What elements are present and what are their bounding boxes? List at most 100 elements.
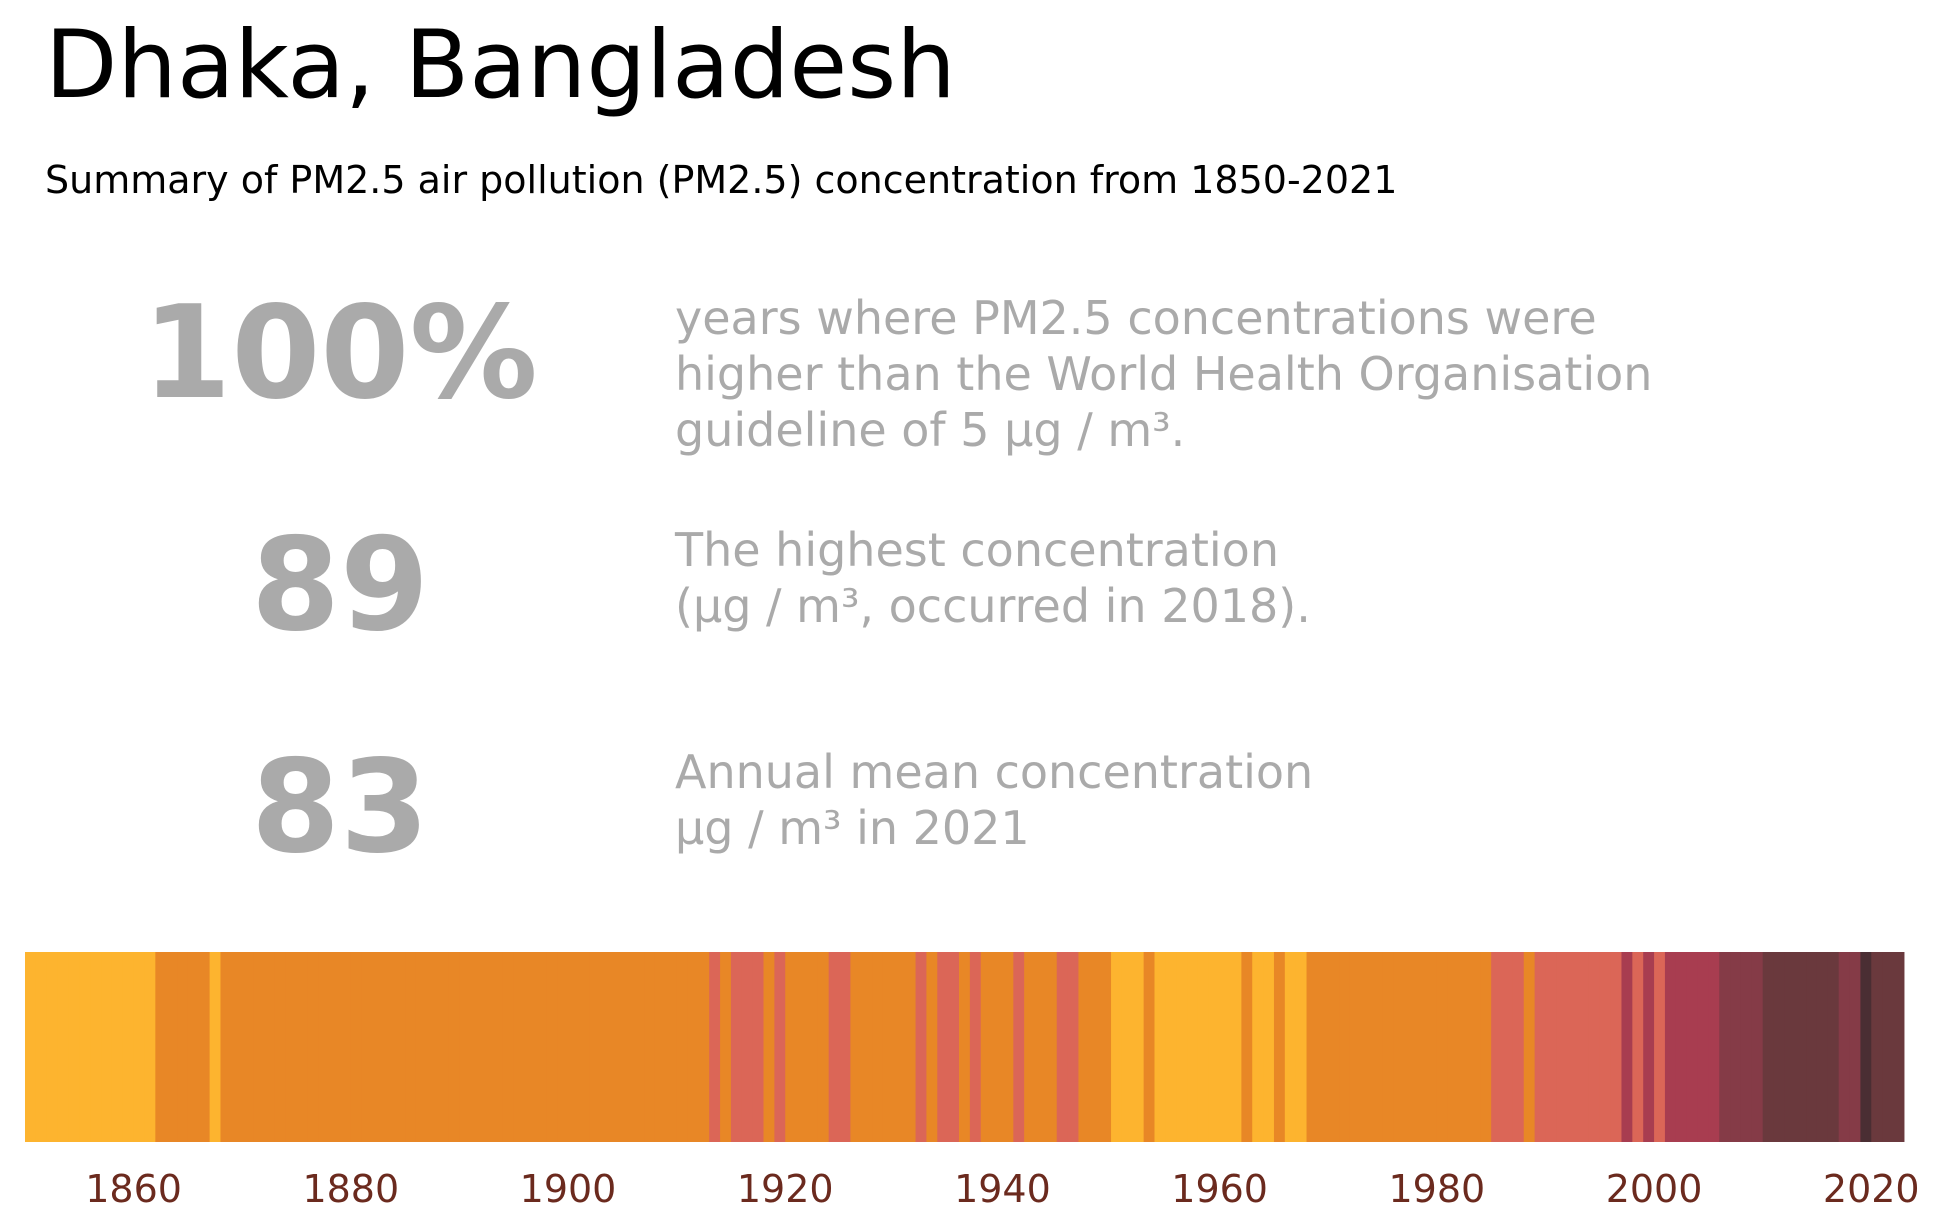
x-tick-label: 2000 [1606,1167,1703,1211]
stripe-1928 [872,952,884,1142]
stripe-1943 [1035,952,1047,1142]
stripe-1865 [187,952,200,1142]
stripe-2017 [1838,952,1851,1142]
stripe-1905 [622,952,634,1142]
stripe-1850 [25,952,37,1142]
stripe-1866 [198,952,211,1142]
stripe-1887 [426,952,439,1142]
stat-highest-concentration-description: The highest concentration (µg / m³, occu… [675,522,1855,634]
chart-title: Dhaka, Bangladesh [45,11,956,120]
stripe-1997 [1621,952,1633,1142]
stat-description-line: (µg / m³, occurred in 2018). [675,579,1311,633]
stripe-1965 [1273,952,1286,1142]
stripe-1912 [698,952,710,1142]
stripe-1961 [1230,952,1242,1142]
stripe-1957 [1187,952,1199,1142]
stripe-1976 [1393,952,1405,1142]
stripe-1880 [350,952,363,1142]
stripe-1915 [730,952,743,1142]
stripe-1904 [611,952,623,1142]
stripe-2013 [1795,952,1807,1142]
stripe-2011 [1773,952,1785,1142]
stripe-1921 [796,952,808,1142]
stripe-1936 [959,952,971,1142]
stripe-1910 [676,952,689,1142]
stripe-1889 [448,952,461,1142]
stripe-1996 [1610,952,1623,1142]
stripe-1862 [155,952,167,1142]
stripe-1922 [806,952,819,1142]
stripe-1871 [253,952,265,1142]
stripe-2004 [1697,952,1709,1142]
stripe-1956 [1176,952,1188,1142]
stripe-1978 [1415,952,1427,1142]
stripe-1883 [383,952,395,1142]
stripe-1972 [1349,952,1362,1142]
stripe-1946 [1067,952,1080,1142]
stat-annual-mean-description: Annual mean concentration µg / m³ in 202… [675,744,1855,856]
stripe-1914 [720,952,732,1142]
stripe-1999 [1643,952,1655,1142]
stripe-1857 [101,952,113,1142]
x-tick-label: 1960 [1171,1167,1268,1211]
x-tick-label: 1860 [85,1167,182,1211]
stripe-1986 [1502,952,1514,1142]
x-tick-label: 1920 [737,1167,834,1211]
stripe-1876 [307,952,319,1142]
stripe-1864 [177,952,189,1142]
stripe-1981 [1447,952,1460,1142]
stripe-1908 [654,952,667,1142]
stripe-1900 [568,952,580,1142]
stripe-1879 [339,952,352,1142]
stripe-1891 [470,952,482,1142]
stripe-1878 [329,952,341,1142]
stripe-1890 [459,952,471,1142]
stripe-1874 [285,952,298,1142]
stripe-2006 [1719,952,1731,1142]
stripe-1960 [1219,952,1232,1142]
stripe-1860 [133,952,146,1142]
stripe-1870 [242,952,254,1142]
stripe-1875 [296,952,308,1142]
stripe-1974 [1371,952,1384,1142]
stripe-1927 [861,952,873,1142]
x-tick-label: 1940 [954,1167,1051,1211]
stripe-1948 [1089,952,1101,1142]
stripe-1892 [481,952,493,1142]
stripe-1903 [600,952,613,1142]
stripe-1993 [1578,952,1590,1142]
x-tick-label: 1880 [302,1167,399,1211]
stripe-1923 [817,952,830,1142]
stripe-1868 [220,952,232,1142]
stripe-1881 [361,952,374,1142]
stripe-1911 [687,952,699,1142]
stripe-2020 [1871,952,1883,1142]
stripe-1856 [90,952,102,1142]
stripe-1971 [1339,952,1351,1142]
stripe-1985 [1491,952,1503,1142]
stripe-1913 [709,952,721,1142]
stripe-1944 [1045,952,1058,1142]
stripe-1917 [752,952,765,1142]
stripe-1902 [589,952,602,1142]
stripe-1934 [937,952,949,1142]
stripe-1925 [839,952,851,1142]
stripe-2005 [1708,952,1720,1142]
stripe-1919 [774,952,786,1142]
stripe-1977 [1404,952,1416,1142]
stripe-1859 [122,952,135,1142]
stripe-1926 [850,952,862,1142]
stat-description-line: The highest concentration [675,523,1279,577]
stripe-1969 [1317,952,1329,1142]
stat-description-line: higher than the World Health Organisatio… [675,347,1653,401]
stripe-1893 [492,952,504,1142]
stripe-2018 [1849,952,1862,1142]
stripe-1853 [57,952,70,1142]
stripe-1966 [1284,952,1297,1142]
stripe-1988 [1523,952,1536,1142]
x-axis-ticks: 1860 1880 1900 1920 1940 1960 1980 2000 2020 [85,1167,1919,1211]
stripe-1916 [741,952,754,1142]
stripe-1954 [1154,952,1166,1142]
stripe-1861 [144,952,156,1142]
